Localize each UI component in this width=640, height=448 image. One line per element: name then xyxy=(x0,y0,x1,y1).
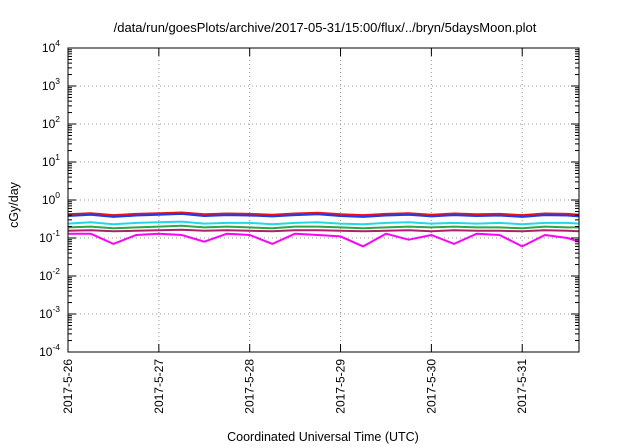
x-tick-label: 2017-5-31 xyxy=(515,359,529,414)
series-group xyxy=(67,211,580,248)
grid xyxy=(68,48,579,352)
x-axis-label: Coordinated Universal Time (UTC) xyxy=(227,430,419,444)
x-tick-label: 2017-5-27 xyxy=(152,359,166,414)
y-tick-label: 100 xyxy=(42,190,60,207)
y-tick-label: 101 xyxy=(42,152,60,169)
x-tick-label: 2017-5-26 xyxy=(61,359,75,414)
y-tick-label: 10-4 xyxy=(39,342,60,359)
series-line-5 xyxy=(67,228,580,233)
y-axis: 10-4 10-3 10-2 10-1 100 101 102 103 104 xyxy=(39,38,579,359)
y-tick-label: 10-1 xyxy=(39,228,60,245)
chart-title: /data/run/goesPlots/archive/2017-05-31/1… xyxy=(114,20,537,35)
x-tick-label: 2017-5-30 xyxy=(424,359,438,414)
series-line-1 xyxy=(67,211,580,217)
y-tick-label: 10-2 xyxy=(39,266,60,283)
series-line-4 xyxy=(67,224,579,230)
x-axis: 2017-5-26 2017-5-27 2017-5-28 2017-5-29 2017… xyxy=(61,48,529,414)
y-tick-label: 10-3 xyxy=(39,304,60,321)
series-line-3 xyxy=(67,220,580,226)
y-axis-label: cGy/day xyxy=(7,181,21,228)
series-line-2 xyxy=(67,212,580,218)
y-tick-label: 104 xyxy=(42,38,60,55)
x-tick-label: 2017-5-29 xyxy=(334,359,348,414)
x-tick-label: 2017-5-28 xyxy=(243,359,257,414)
y-tick-label: 102 xyxy=(42,114,60,131)
series-line-6 xyxy=(68,232,580,248)
y-tick-label: 103 xyxy=(42,76,60,93)
